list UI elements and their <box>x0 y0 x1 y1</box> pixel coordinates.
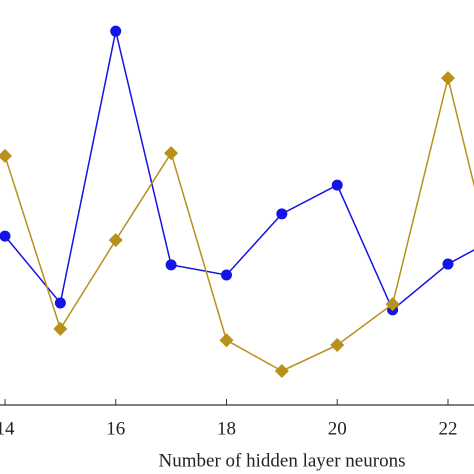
marker <box>442 258 454 270</box>
x-axis-label: Number of hidden layer neurons <box>159 450 406 471</box>
x-tick-label: 14 <box>0 418 15 439</box>
marker <box>220 269 232 281</box>
marker <box>385 297 400 312</box>
x-tick-label: 18 <box>217 418 236 439</box>
marker <box>0 230 11 242</box>
x-tick-label: 22 <box>438 418 457 439</box>
marker <box>330 338 345 353</box>
marker <box>440 71 455 86</box>
marker <box>0 148 12 163</box>
marker <box>164 146 179 161</box>
series-line <box>4 77 474 372</box>
marker <box>53 321 68 336</box>
marker <box>110 25 122 37</box>
marker <box>219 333 234 348</box>
marker <box>276 208 288 220</box>
marker <box>274 363 289 378</box>
series-line <box>4 31 474 312</box>
marker <box>54 297 66 309</box>
x-tick-label: 20 <box>328 418 347 439</box>
x-tick-label: 16 <box>106 418 125 439</box>
plot-area <box>0 25 474 378</box>
marker <box>108 233 123 248</box>
marker <box>331 179 343 191</box>
marker <box>165 259 177 271</box>
